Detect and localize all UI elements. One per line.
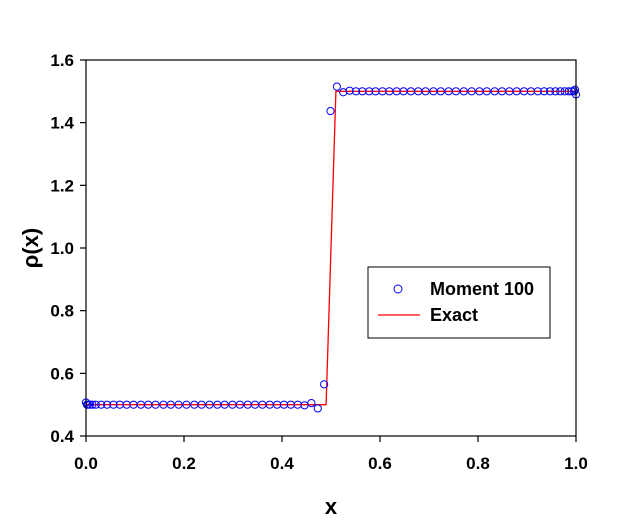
data-point	[365, 87, 374, 96]
data-point	[551, 87, 560, 96]
data-point	[451, 87, 461, 96]
legend-label-exact: Exact	[430, 305, 478, 325]
y-tick-label: 1.6	[50, 51, 74, 70]
data-point	[313, 404, 322, 413]
plot-layer	[81, 82, 581, 413]
data-point	[151, 400, 160, 409]
data-point	[197, 400, 206, 409]
data-point	[339, 88, 348, 97]
data-point	[326, 106, 335, 116]
data-point	[320, 380, 329, 389]
x-tick-label: 1.0	[564, 454, 588, 473]
data-point	[533, 87, 542, 96]
y-tick-label: 0.6	[50, 364, 74, 383]
data-point	[482, 87, 491, 96]
y-axis-title: ρ(x)	[18, 228, 43, 269]
x-tick-label: 0.4	[270, 454, 294, 473]
data-point	[182, 400, 191, 409]
series-line-exact	[86, 90, 576, 406]
data-point	[174, 400, 183, 409]
data-point	[540, 87, 549, 96]
data-point	[436, 87, 445, 96]
x-axis-title: x	[325, 494, 338, 519]
data-point	[102, 400, 112, 409]
data-point	[421, 87, 430, 96]
data-point	[332, 82, 341, 91]
x-tick-label: 0.8	[466, 454, 490, 473]
x-tick-label: 0.6	[368, 454, 392, 473]
data-point	[91, 400, 100, 409]
legend-marker-moment-100	[393, 284, 403, 294]
y-tick-label: 0.8	[50, 302, 74, 321]
data-point	[459, 87, 468, 96]
data-point	[109, 400, 118, 409]
data-point	[235, 400, 244, 409]
x-tick-label: 0.0	[74, 454, 98, 473]
data-point	[345, 86, 354, 95]
data-point	[307, 399, 316, 408]
data-point	[97, 400, 106, 409]
data-point	[88, 400, 97, 409]
data-point	[220, 400, 229, 409]
data-point	[467, 87, 476, 96]
data-point	[205, 400, 214, 409]
data-point	[545, 87, 555, 96]
x-tick-label: 0.2	[172, 454, 196, 473]
data-point	[570, 85, 580, 94]
legend: Moment 100 Exact	[367, 266, 551, 339]
axes-layer: 0.0 0.2 0.4 0.6 0.8 1.0 0.4 0.6 0.8 1.0 1.2 1.4 1.6	[50, 51, 587, 473]
data-point	[166, 400, 175, 409]
y-tick-label: 1.4	[50, 114, 74, 133]
data-point	[556, 87, 565, 96]
data-point	[351, 87, 361, 96]
y-tick-label: 1.2	[50, 176, 74, 195]
y-tick-label: 1.0	[50, 239, 74, 258]
y-tick-label: 0.4	[50, 427, 74, 446]
data-point	[564, 87, 573, 96]
legend-box	[367, 266, 551, 339]
legend-label-moment-100: Moment 100	[430, 279, 534, 299]
